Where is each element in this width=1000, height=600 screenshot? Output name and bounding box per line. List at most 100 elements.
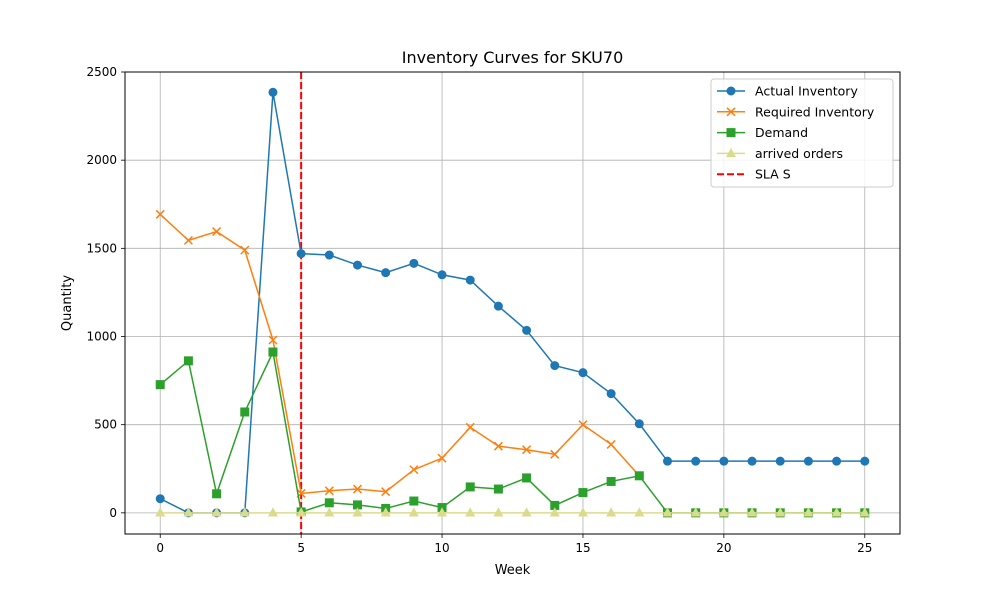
arrived-orders-point <box>465 507 476 517</box>
actual-inventory-point <box>832 456 842 466</box>
arrived-orders-point <box>690 507 701 517</box>
required-inventory-line <box>159 213 640 495</box>
required-inventory-point <box>578 420 588 430</box>
arrived-orders-point <box>577 507 588 517</box>
x-tick-label: 15 <box>575 541 590 555</box>
arrived-orders-point <box>437 507 448 517</box>
required-inventory-point <box>268 335 278 345</box>
actual-inventory-point <box>437 270 447 280</box>
actual-inventory-point <box>353 260 362 270</box>
x-tick-label: 5 <box>297 541 305 555</box>
required-inventory-point <box>465 422 475 432</box>
demand-point <box>606 476 616 486</box>
actual-inventory-point <box>719 456 729 466</box>
legend-item-arrived-orders: arrived orders <box>717 146 843 161</box>
actual-inventory-point <box>803 456 813 466</box>
arrived-orders-point <box>718 507 729 517</box>
legend-label: Required Inventory <box>755 104 875 119</box>
y-tick-label: 500 <box>94 418 117 432</box>
series-lines <box>155 87 870 518</box>
legend-marker <box>726 128 736 138</box>
arrived-orders-point <box>408 507 419 517</box>
actual-inventory-point <box>747 456 757 466</box>
arrived-orders-point <box>239 507 250 517</box>
actual-inventory-point <box>550 361 560 371</box>
arrived-orders-point <box>831 507 842 517</box>
actual-inventory-point <box>578 368 588 378</box>
legend-label: arrived orders <box>755 146 843 161</box>
actual-inventory-point <box>155 494 165 504</box>
chart-title: Inventory Curves for SKU70 <box>402 48 624 67</box>
actual-inventory-point <box>522 325 532 335</box>
demand-point <box>522 473 532 483</box>
required-inventory-point <box>155 209 165 219</box>
demand-point <box>493 484 503 494</box>
required-inventory-point <box>352 484 363 494</box>
actual-inventory-point <box>663 456 672 466</box>
x-tick-label: 10 <box>434 541 449 555</box>
actual-inventory-point <box>296 249 306 259</box>
demand-point <box>324 498 334 508</box>
legend-marker <box>726 107 736 117</box>
actual-inventory-point <box>775 456 785 466</box>
actual-inventory-point <box>465 275 475 285</box>
required-inventory-point <box>324 486 334 496</box>
demand-point <box>155 380 165 390</box>
arrived-orders-point <box>634 507 645 517</box>
required-inventory-point <box>437 453 447 463</box>
legend-item-demand: Demand <box>717 125 808 140</box>
arrived-orders-point <box>380 507 391 517</box>
actual-inventory-point <box>606 389 616 399</box>
required-inventory-point <box>606 439 616 449</box>
demand-point <box>240 407 250 417</box>
series-arrived-orders <box>155 507 870 517</box>
actual-inventory-point <box>409 258 419 268</box>
actual-inventory-line <box>159 92 865 514</box>
arrived-orders-point <box>662 507 673 517</box>
actual-inventory-point <box>268 87 278 97</box>
legend-marker <box>726 86 736 96</box>
demand-point <box>634 471 644 481</box>
demand-point <box>409 496 419 506</box>
arrived-orders-point <box>493 507 504 517</box>
x-tick-label: 20 <box>716 541 731 555</box>
y-tick-label: 0 <box>109 506 117 520</box>
required-inventory-point <box>522 445 532 455</box>
actual-inventory-point <box>381 268 391 278</box>
required-inventory-point <box>550 449 560 459</box>
arrived-orders-point <box>606 507 617 517</box>
x-axis-label: Week <box>495 563 531 578</box>
arrived-orders-point <box>859 507 870 517</box>
required-inventory-point <box>381 487 391 497</box>
arrived-orders-point <box>324 507 335 517</box>
arrived-orders-point <box>549 507 560 517</box>
required-inventory-point <box>493 441 503 451</box>
y-tick-label: 1500 <box>86 241 117 255</box>
demand-point <box>183 356 193 366</box>
y-tick-label: 2000 <box>86 153 117 167</box>
arrived-orders-point <box>352 507 363 517</box>
actual-inventory-point <box>691 456 701 466</box>
legend: Actual Inventory Required Inventory Demand… <box>710 78 894 188</box>
arrived-orders-point <box>775 507 786 517</box>
arrived-orders-point <box>521 507 532 517</box>
arrived-orders-point <box>183 507 194 517</box>
actual-inventory-point <box>324 250 334 260</box>
required-inventory-point <box>240 245 250 255</box>
demand-point <box>578 488 588 498</box>
arrived-orders-point <box>747 507 758 517</box>
actual-inventory-point <box>493 301 503 311</box>
legend-label: SLA S <box>755 167 791 182</box>
arrived-orders-point <box>155 507 166 517</box>
legend-item-required-inventory: Required Inventory <box>717 104 875 119</box>
demand-point <box>465 482 475 492</box>
arrived-orders-point <box>267 507 278 517</box>
legend-label: Demand <box>755 125 808 140</box>
y-tick-label: 1000 <box>86 330 117 344</box>
x-tick-label: 25 <box>857 541 872 555</box>
required-inventory-point <box>212 227 222 237</box>
arrived-orders-point <box>211 507 222 517</box>
required-inventory-point <box>183 235 193 245</box>
required-inventory-point <box>409 465 419 475</box>
